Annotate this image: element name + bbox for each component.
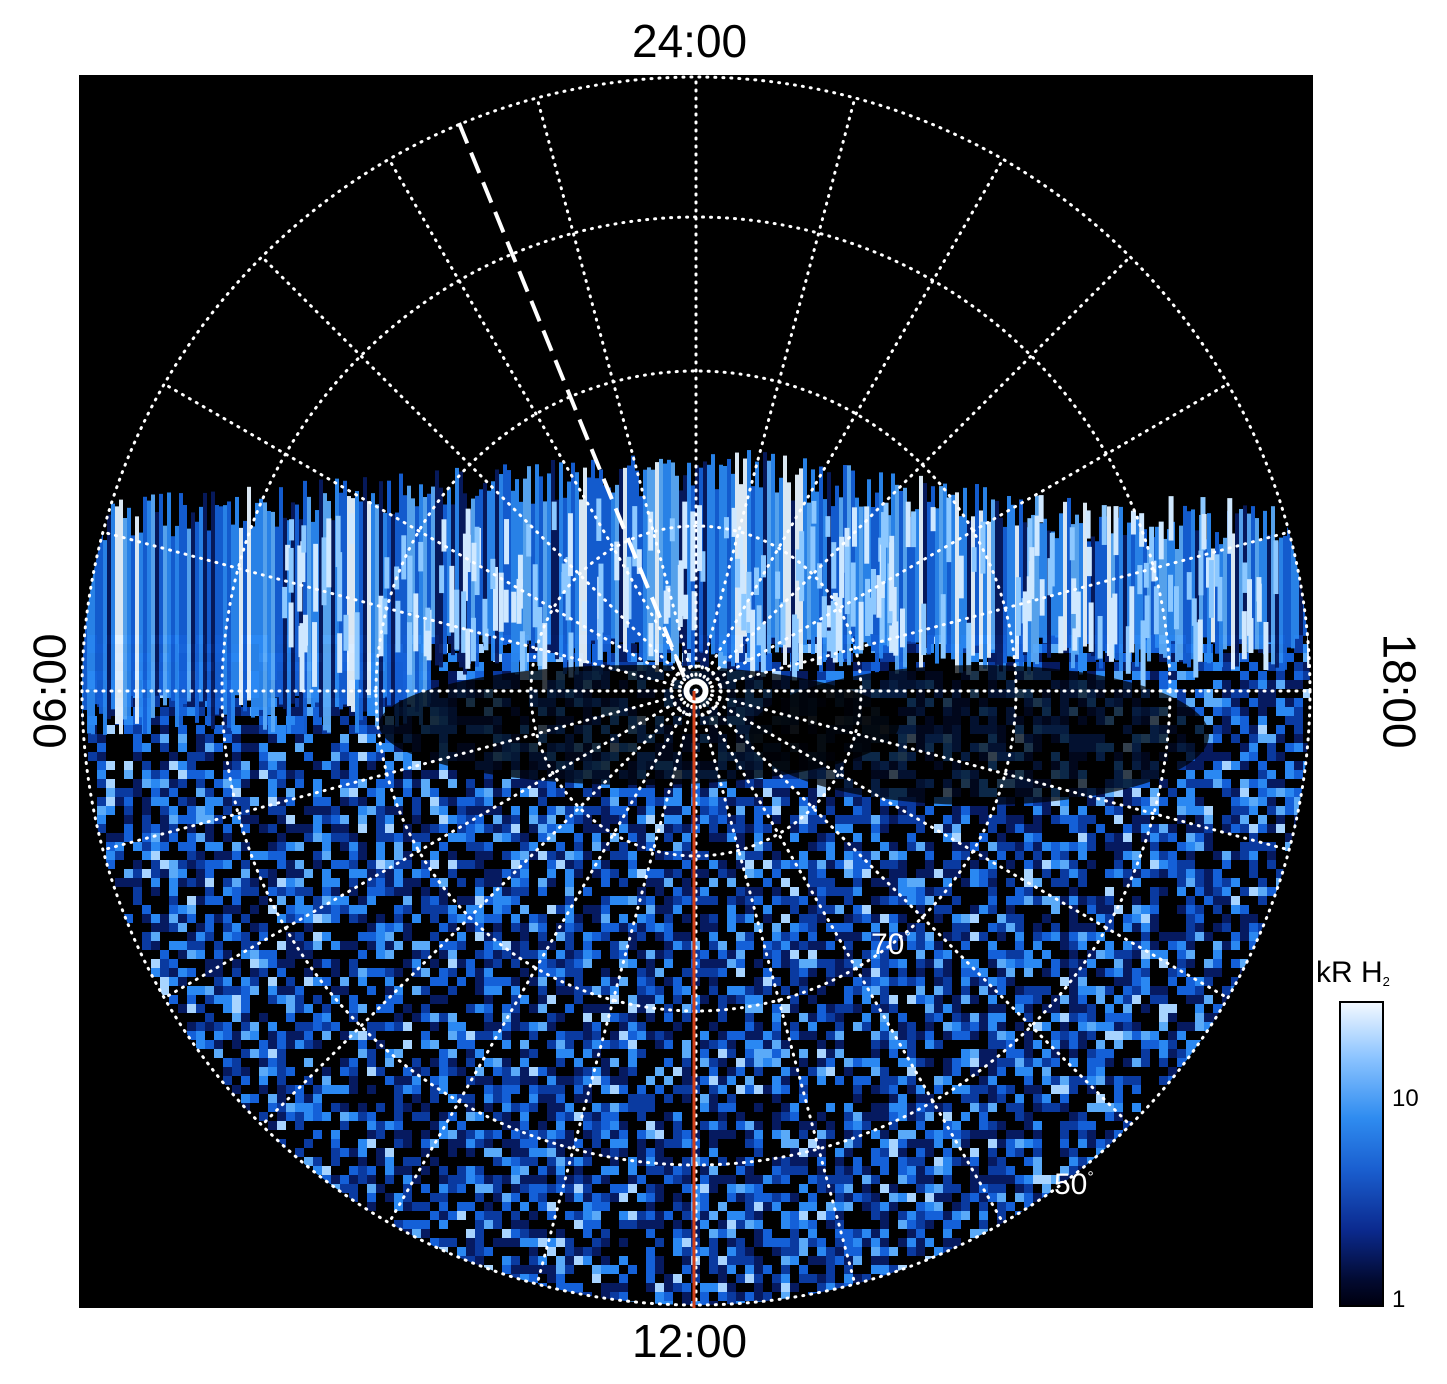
longitude-meridian [162, 382, 698, 693]
colorbar [1339, 1001, 1384, 1307]
latitude-ring [529, 524, 863, 858]
longitude-meridian [387, 689, 698, 1225]
colorbar-title: kR H2 [1316, 956, 1390, 989]
local-time-label-bottom: 12:00 [632, 1315, 748, 1367]
colorbar-tick-1: 1 [1392, 1286, 1406, 1313]
longitude-meridian [535, 96, 698, 693]
lat-label-70: 70° [871, 928, 911, 961]
reference-dashed-line [457, 122, 687, 680]
colorbar-tick-10: 10 [1392, 1085, 1419, 1112]
lat-label-50: 50° [1054, 1168, 1094, 1201]
local-time-label-left: 06:00 [23, 633, 76, 749]
longitude-meridian [694, 689, 1291, 852]
pole-marker-icon [683, 678, 709, 704]
longitude-meridian [694, 530, 1291, 693]
longitude-meridian [387, 157, 698, 693]
longitude-meridian [694, 689, 857, 1286]
latitude-ring [80, 75, 1312, 1307]
longitude-meridian [162, 689, 698, 1000]
longitude-meridian [260, 255, 698, 693]
longitude-meridian [694, 255, 1132, 693]
local-time-label-right: 18:00 [1373, 633, 1426, 749]
longitude-meridian [694, 157, 1005, 693]
polar-projection-plot: 70° 50° [79, 75, 1313, 1308]
longitude-meridian [694, 689, 1005, 1225]
lat-lon-grid [80, 75, 1312, 1307]
longitude-meridian [101, 689, 698, 852]
longitude-meridian [694, 96, 857, 693]
local-time-label-top: 24:00 [632, 15, 748, 67]
longitude-meridian [260, 689, 698, 1127]
longitude-meridian [694, 689, 1230, 1000]
longitude-meridian [101, 530, 698, 693]
polar-map-svg [80, 75, 1312, 1308]
longitude-meridian [694, 689, 1132, 1127]
longitude-meridian [535, 689, 698, 1286]
longitude-meridian [694, 382, 1230, 693]
